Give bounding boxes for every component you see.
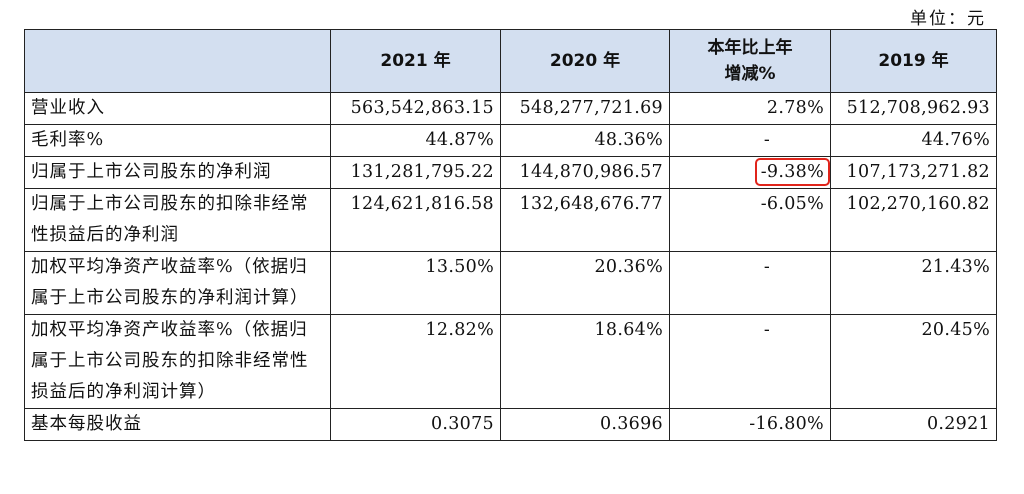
value-change-text: - bbox=[763, 130, 771, 150]
value-2019: 102,270,160.82 bbox=[830, 188, 997, 252]
row-label: 归属于上市公司股东的扣除非经常性损益后的净利润 bbox=[24, 188, 331, 252]
row-label: 基本每股收益 bbox=[24, 408, 331, 441]
row-label: 毛利率% bbox=[24, 124, 331, 157]
table-row: 加权平均净资产收益率%（依据归属于上市公司股东的扣除非经常性损益后的净利润计算）… bbox=[24, 314, 997, 409]
value-2019: 44.76% bbox=[830, 124, 997, 157]
value-change: - bbox=[669, 251, 831, 315]
header-2019: 2019 年 bbox=[830, 29, 997, 93]
row-label: 归属于上市公司股东的净利润 bbox=[24, 156, 331, 189]
table-row: 归属于上市公司股东的净利润 131,281,795.22 144,870,986… bbox=[24, 156, 997, 189]
value-change: -16.80% bbox=[669, 408, 831, 441]
value-2019: 512,708,962.93 bbox=[830, 92, 997, 125]
value-change: -6.05% bbox=[669, 188, 831, 252]
unit-label: 单位：元 bbox=[910, 9, 986, 29]
row-label: 加权平均净资产收益率%（依据归属于上市公司股东的净利润计算） bbox=[24, 251, 331, 315]
value-2019: 20.45% bbox=[830, 314, 997, 409]
row-label: 加权平均净资产收益率%（依据归属于上市公司股东的扣除非经常性损益后的净利润计算） bbox=[24, 314, 331, 409]
value-change: - bbox=[669, 124, 831, 157]
table-row: 加权平均净资产收益率%（依据归属于上市公司股东的净利润计算） 13.50% 20… bbox=[24, 251, 997, 315]
value-2019: 0.2921 bbox=[830, 408, 997, 441]
value-2019: 21.43% bbox=[830, 251, 997, 315]
table-row: 基本每股收益 0.3075 0.3696 -16.80% 0.2921 bbox=[24, 408, 997, 441]
value-2019: 107,173,271.82 bbox=[830, 156, 997, 189]
value-2020: 20.36% bbox=[500, 251, 670, 315]
value-change-text: - bbox=[763, 257, 771, 277]
value-2021: 12.82% bbox=[330, 314, 501, 409]
value-change: - bbox=[669, 314, 831, 409]
value-change: -9.38% bbox=[669, 156, 831, 189]
value-change: 2.78% bbox=[669, 92, 831, 125]
value-2021: 44.87% bbox=[330, 124, 501, 157]
value-2020: 144,870,986.57 bbox=[500, 156, 670, 189]
value-2020: 0.3696 bbox=[500, 408, 670, 441]
value-2021: 0.3075 bbox=[330, 408, 501, 441]
value-change-text: - bbox=[763, 320, 771, 340]
header-change: 本年比上年增减% bbox=[669, 29, 831, 93]
value-2020: 18.64% bbox=[500, 314, 670, 409]
row-label: 营业收入 bbox=[24, 92, 331, 125]
highlight-box: -9.38% bbox=[754, 158, 830, 186]
table-row: 归属于上市公司股东的扣除非经常性损益后的净利润 124,621,816.58 1… bbox=[24, 188, 997, 252]
value-2020: 48.36% bbox=[500, 124, 670, 157]
table-header-row: 2021 年 2020 年 本年比上年增减% 2019 年 bbox=[24, 29, 997, 93]
table-row: 营业收入 563,542,863.15 548,277,721.69 2.78%… bbox=[24, 92, 997, 125]
header-2021: 2021 年 bbox=[330, 29, 501, 93]
header-2020: 2020 年 bbox=[500, 29, 670, 93]
value-2021: 13.50% bbox=[330, 251, 501, 315]
header-blank bbox=[24, 29, 331, 93]
value-2020: 548,277,721.69 bbox=[500, 92, 670, 125]
table-row: 毛利率% 44.87% 48.36% - 44.76% bbox=[24, 124, 997, 157]
value-2020: 132,648,676.77 bbox=[500, 188, 670, 252]
value-2021: 124,621,816.58 bbox=[330, 188, 501, 252]
value-2021: 131,281,795.22 bbox=[330, 156, 501, 189]
value-2021: 563,542,863.15 bbox=[330, 92, 501, 125]
financial-data-table: 2021 年 2020 年 本年比上年增减% 2019 年 营业收入 563,5… bbox=[24, 29, 997, 441]
